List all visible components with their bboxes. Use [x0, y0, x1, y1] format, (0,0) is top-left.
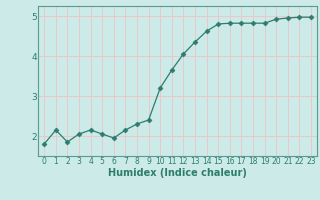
X-axis label: Humidex (Indice chaleur): Humidex (Indice chaleur): [108, 168, 247, 178]
